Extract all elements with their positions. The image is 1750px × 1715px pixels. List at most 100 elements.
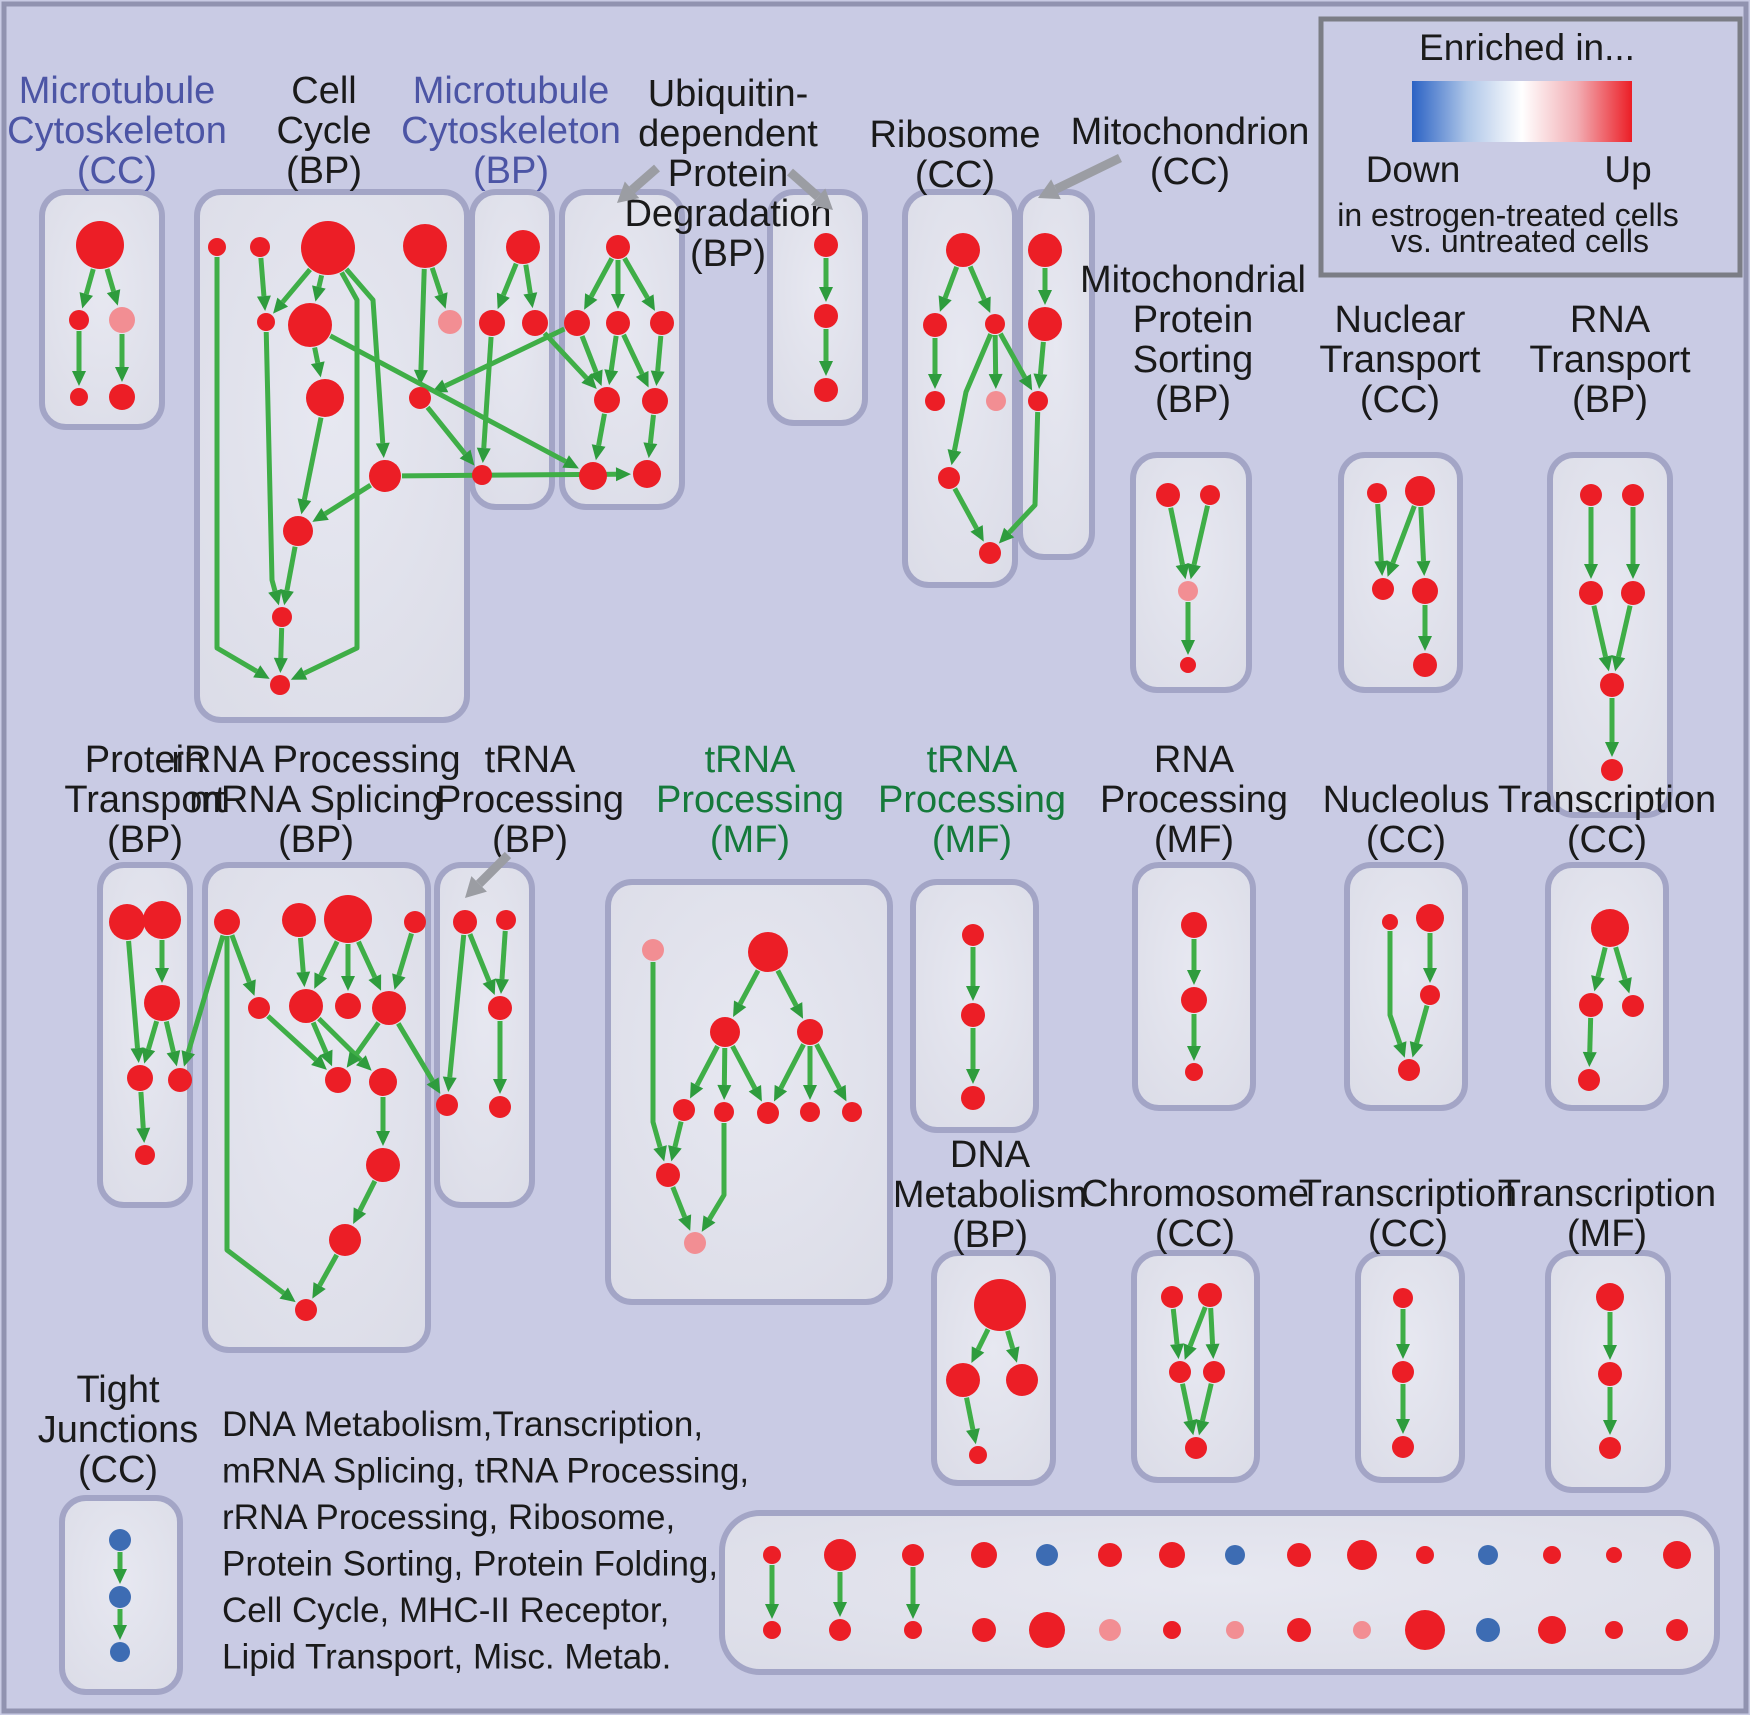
cluster-box-misc-clusters <box>719 1510 1720 1675</box>
go-term-node-ubiquitin-degradation-1-0 <box>606 235 630 259</box>
go-term-node-rna-transport-1 <box>1622 484 1644 506</box>
legend-subtitle-line2: vs. untreated cells <box>1391 223 1649 259</box>
cluster-label-line: (BP) <box>1572 379 1648 421</box>
cross-edge-3-shaft <box>425 405 468 456</box>
cluster-box-nuclear-transport <box>1338 452 1463 693</box>
cluster-label-line: Transcription <box>1299 1173 1517 1215</box>
edge-cell-cycle-7-shaft <box>418 268 427 371</box>
annotation-arrow-0-shaft <box>629 164 660 194</box>
edge-trna-processing-mf-2-1-arrowhead-icon <box>966 1069 980 1084</box>
merged-clusters-footnote: DNA Metabolism,Transcription, mRNA Splici… <box>222 1405 749 1677</box>
cross-edge-0-arrowhead-icon <box>431 379 449 393</box>
go-term-node-rrna-processing-mrna-splicing-3 <box>404 911 426 933</box>
cross-edge-7-shaft <box>396 1022 435 1083</box>
edge-trna-processing-mf-1-7-shaft <box>814 1043 842 1090</box>
go-term-node-chromosome-2 <box>1169 1361 1191 1383</box>
edge-chromosome-4-shaft <box>1200 1383 1214 1422</box>
annotation-arrow-1-shaft <box>787 168 821 201</box>
go-term-node-ribosome-2 <box>985 314 1005 334</box>
edge-rrna-processing-mrna-splicing-8-arrowhead-icon <box>319 1049 333 1067</box>
go-term-node-rna-transport-3 <box>1621 581 1645 605</box>
go-term-node-transcription-cc-bottom-2 <box>1392 1436 1414 1458</box>
edge-chromosome-4-arrowhead-icon <box>1195 1419 1210 1436</box>
go-term-node-nuclear-transport-2 <box>1372 578 1394 600</box>
edge-rrna-processing-mrna-splicing-9-arrowhead-icon <box>356 1055 372 1071</box>
cluster-label-line: (BP) <box>952 1214 1028 1256</box>
go-term-node-ubiquitin-degradation-2-2 <box>814 378 838 402</box>
cluster-label-line: (BP) <box>690 233 766 275</box>
go-term-node-transcription-cc-bottom-1 <box>1392 1361 1414 1383</box>
go-term-node-misc-clusters-23 <box>1287 1618 1311 1642</box>
annotation-arrow-1-head-icon <box>810 188 833 210</box>
annotation-arrow-3-head-icon <box>465 876 487 898</box>
go-term-node-tight-junctions-2 <box>110 1642 130 1662</box>
edge-microtubule-cc-1-arrowhead-icon <box>106 289 121 306</box>
cluster-label-line: Microtubule <box>413 70 609 112</box>
edge-cell-cycle-5-arrowhead-icon <box>290 666 308 680</box>
cluster-label-rna-transport-bp: RNA Transport (BP) <box>1529 299 1691 421</box>
cluster-label-line: Processing <box>1100 779 1288 821</box>
cluster-label-line: (CC) <box>1360 379 1440 421</box>
go-term-node-misc-clusters-2 <box>902 1544 924 1566</box>
go-term-node-ribosome-0 <box>946 233 980 267</box>
edge-rrna-processing-mrna-splicing-5-shaft <box>356 940 378 979</box>
cluster-label-line: (MF) <box>932 819 1012 861</box>
go-term-node-nucleolus-0 <box>1382 914 1398 930</box>
cluster-label-line: (MF) <box>1154 819 1234 861</box>
go-term-node-rrna-processing-mrna-splicing-2 <box>324 895 372 943</box>
edge-misc-clusters-2-arrowhead-icon <box>906 1604 920 1619</box>
go-term-node-trna-processing-bp-2 <box>488 996 512 1020</box>
edge-mitochondrial-protein-sorting-2-arrowhead-icon <box>1181 640 1195 655</box>
edge-trna-processing-mf-1-4-shaft <box>730 1044 758 1090</box>
annotation-arrow-2-shaft <box>1054 153 1122 194</box>
edge-trna-processing-bp-2-arrowhead-icon <box>442 1076 457 1093</box>
go-term-node-misc-clusters-7 <box>1225 1545 1245 1565</box>
edge-cell-cycle-9-shaft <box>263 331 278 592</box>
cluster-label-line: (CC) <box>1567 819 1647 861</box>
go-term-node-rna-transport-4 <box>1600 673 1624 697</box>
go-term-node-mitochondrial-protein-sorting-0 <box>1156 483 1180 507</box>
go-term-node-cell-cycle-7 <box>306 379 344 417</box>
go-term-node-transcription-cc-mid-2 <box>1622 995 1644 1017</box>
edge-chromosome-0-shaft <box>1170 1308 1180 1345</box>
edge-mitochondrion-1-arrowhead-icon <box>1033 373 1048 390</box>
cluster-label-line: Transport <box>1529 339 1691 381</box>
go-term-node-ribosome-4 <box>986 391 1006 411</box>
edge-ubiquitin-degradation-1-4-arrowhead-icon <box>604 369 619 386</box>
go-term-node-microtubule-bp-2 <box>522 310 548 336</box>
go-term-node-transcription-cc-mid-3 <box>1578 1069 1600 1091</box>
go-term-node-dna-metabolism-0 <box>974 1279 1026 1331</box>
cluster-label-line: Mitochondrion <box>1071 111 1310 153</box>
go-term-node-rna-processing-mf-0 <box>1181 912 1207 938</box>
go-term-node-trna-processing-mf-1-4 <box>673 1099 695 1121</box>
edge-trna-processing-mf-1-4-arrowhead-icon <box>748 1084 762 1102</box>
edge-microtubule-bp-0-shaft <box>501 262 519 297</box>
edge-rna-processing-mf-1-arrowhead-icon <box>1187 1046 1201 1061</box>
go-term-node-nuclear-transport-4 <box>1413 653 1437 677</box>
edge-cell-cycle-11-arrowhead-icon <box>312 507 329 522</box>
go-term-node-rrna-processing-mrna-splicing-12 <box>295 1299 317 1321</box>
edge-protein-transport-0-shaft <box>126 940 141 1049</box>
go-term-node-microtubule-bp-1 <box>479 310 505 336</box>
annotation-arrow-2-head-icon <box>1038 179 1061 200</box>
go-term-node-rrna-processing-mrna-splicing-11 <box>329 1224 361 1256</box>
cluster-label-transcription-mf: Transcription (MF) <box>1498 1173 1716 1255</box>
go-term-node-rna-transport-5 <box>1601 759 1623 781</box>
edge-ubiquitin-degradation-2-0-arrowhead-icon <box>819 287 833 302</box>
cluster-label-line: Transcription <box>1498 779 1716 821</box>
edge-rrna-processing-mrna-splicing-12-shaft <box>357 1179 378 1212</box>
go-term-node-misc-clusters-25 <box>1405 1610 1445 1650</box>
go-term-node-trna-processing-mf-1-2 <box>710 1017 740 1047</box>
cross-edge-2-arrowhead-icon <box>615 467 632 482</box>
go-term-node-cell-cycle-8 <box>409 387 431 409</box>
go-term-node-nucleolus-2 <box>1420 985 1440 1005</box>
cluster-label-transcription-cc-mid: Transcription (CC) <box>1498 779 1716 861</box>
cluster-label-line: Junctions <box>38 1409 199 1451</box>
cluster-box-rna-processing-mf <box>1132 862 1256 1111</box>
cross-edge-3-arrowhead-icon <box>459 449 475 466</box>
cluster-label-tight-junctions-cc: Tight Junctions (CC) <box>38 1369 199 1491</box>
go-term-node-protein-transport-0 <box>109 904 145 940</box>
edge-transcription-cc-bottom-1-arrowhead-icon <box>1396 1419 1410 1434</box>
cluster-label-protein-transport-bp: Protein Transport (BP) <box>64 739 226 861</box>
